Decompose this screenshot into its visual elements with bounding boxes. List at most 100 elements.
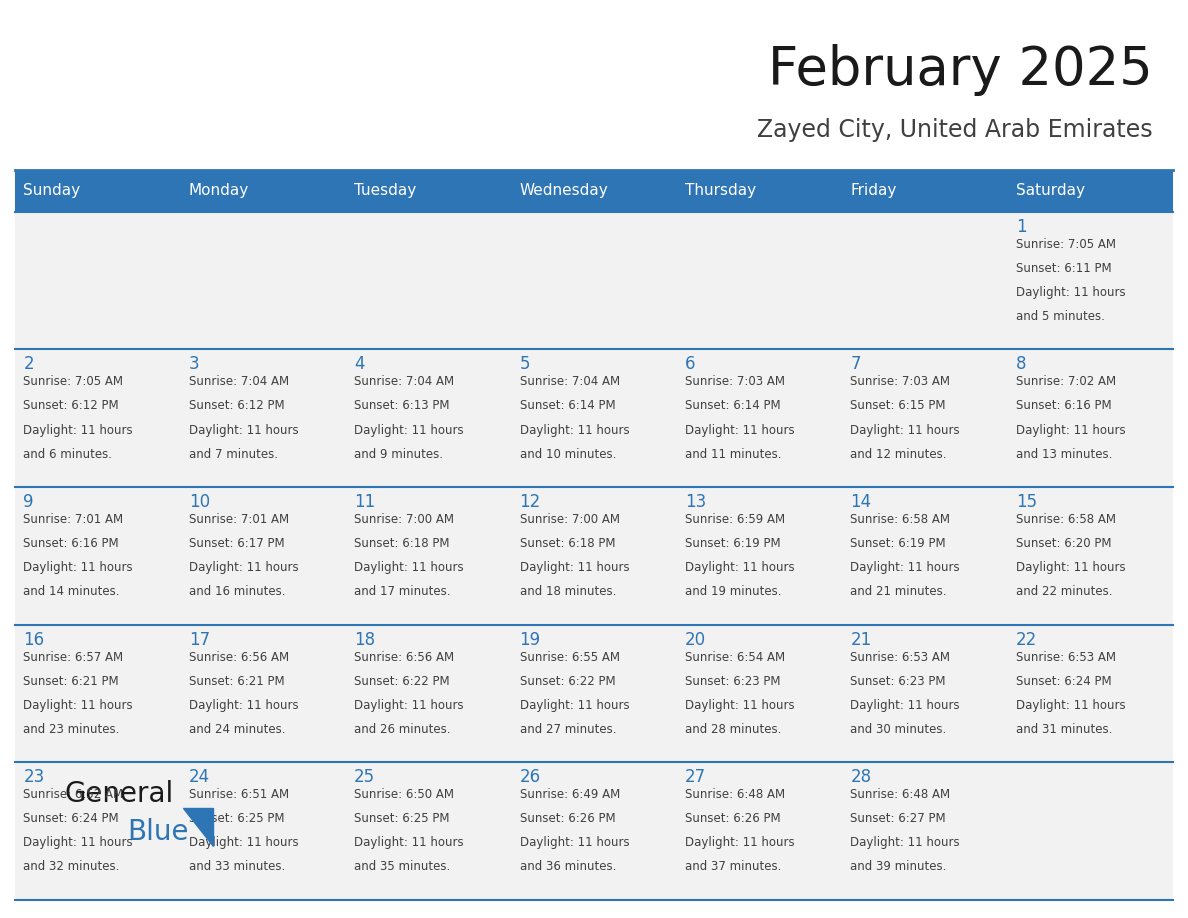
- Text: Sunrise: 7:00 AM: Sunrise: 7:00 AM: [519, 513, 620, 526]
- Text: Sunrise: 6:49 AM: Sunrise: 6:49 AM: [519, 788, 620, 801]
- Text: 5: 5: [519, 355, 530, 374]
- Text: 1: 1: [1016, 218, 1026, 236]
- Text: 13: 13: [685, 493, 706, 511]
- Bar: [15, 170, 181, 212]
- Text: and 11 minutes.: and 11 minutes.: [685, 448, 782, 461]
- Text: and 33 minutes.: and 33 minutes.: [189, 860, 285, 873]
- Bar: [15, 762, 1173, 900]
- Bar: [511, 170, 677, 212]
- Text: Monday: Monday: [189, 184, 249, 198]
- Text: February 2025: February 2025: [767, 44, 1152, 96]
- Text: and 21 minutes.: and 21 minutes.: [851, 585, 947, 599]
- Text: 4: 4: [354, 355, 365, 374]
- Text: Tuesday: Tuesday: [354, 184, 416, 198]
- Text: 3: 3: [189, 355, 200, 374]
- Text: Sunrise: 6:58 AM: Sunrise: 6:58 AM: [1016, 513, 1116, 526]
- Text: Sunrise: 7:00 AM: Sunrise: 7:00 AM: [354, 513, 454, 526]
- Text: Sunrise: 6:53 AM: Sunrise: 6:53 AM: [851, 651, 950, 664]
- Text: Sunrise: 6:51 AM: Sunrise: 6:51 AM: [189, 788, 289, 801]
- Text: Daylight: 11 hours: Daylight: 11 hours: [189, 423, 298, 437]
- Text: Sunset: 6:23 PM: Sunset: 6:23 PM: [851, 675, 946, 688]
- Text: Daylight: 11 hours: Daylight: 11 hours: [519, 423, 630, 437]
- Text: 23: 23: [24, 768, 44, 786]
- Text: Sunset: 6:12 PM: Sunset: 6:12 PM: [189, 399, 284, 412]
- Text: and 19 minutes.: and 19 minutes.: [685, 585, 782, 599]
- Text: 11: 11: [354, 493, 375, 511]
- Text: Daylight: 11 hours: Daylight: 11 hours: [685, 699, 795, 711]
- Text: and 7 minutes.: and 7 minutes.: [189, 448, 278, 461]
- Text: and 10 minutes.: and 10 minutes.: [519, 448, 615, 461]
- Text: Sunrise: 7:04 AM: Sunrise: 7:04 AM: [189, 375, 289, 388]
- Text: 20: 20: [685, 631, 706, 648]
- Text: and 6 minutes.: and 6 minutes.: [24, 448, 113, 461]
- Text: Sunset: 6:19 PM: Sunset: 6:19 PM: [851, 537, 946, 550]
- Text: 21: 21: [851, 631, 872, 648]
- Text: Sunrise: 6:56 AM: Sunrise: 6:56 AM: [189, 651, 289, 664]
- Text: Sunset: 6:19 PM: Sunset: 6:19 PM: [685, 537, 781, 550]
- Text: 25: 25: [354, 768, 375, 786]
- Text: and 36 minutes.: and 36 minutes.: [519, 860, 615, 873]
- Text: Daylight: 11 hours: Daylight: 11 hours: [1016, 699, 1125, 711]
- Text: 16: 16: [24, 631, 44, 648]
- Text: Daylight: 11 hours: Daylight: 11 hours: [354, 423, 463, 437]
- Text: and 14 minutes.: and 14 minutes.: [24, 585, 120, 599]
- Text: Sunrise: 6:57 AM: Sunrise: 6:57 AM: [24, 651, 124, 664]
- Text: Daylight: 11 hours: Daylight: 11 hours: [354, 561, 463, 574]
- Text: Sunrise: 6:59 AM: Sunrise: 6:59 AM: [685, 513, 785, 526]
- Text: Daylight: 11 hours: Daylight: 11 hours: [24, 699, 133, 711]
- Text: Sunset: 6:15 PM: Sunset: 6:15 PM: [851, 399, 946, 412]
- Bar: [346, 170, 511, 212]
- Bar: [15, 350, 1173, 487]
- Text: Daylight: 11 hours: Daylight: 11 hours: [189, 561, 298, 574]
- Text: and 35 minutes.: and 35 minutes.: [354, 860, 450, 873]
- Text: Sunrise: 7:01 AM: Sunrise: 7:01 AM: [189, 513, 289, 526]
- Text: Sunset: 6:25 PM: Sunset: 6:25 PM: [354, 812, 449, 825]
- Text: Sunset: 6:16 PM: Sunset: 6:16 PM: [24, 537, 119, 550]
- Text: Sunrise: 7:02 AM: Sunrise: 7:02 AM: [1016, 375, 1116, 388]
- Text: and 27 minutes.: and 27 minutes.: [519, 722, 617, 735]
- Text: Sunrise: 7:05 AM: Sunrise: 7:05 AM: [1016, 238, 1116, 251]
- Text: Daylight: 11 hours: Daylight: 11 hours: [685, 423, 795, 437]
- Text: Sunrise: 6:53 AM: Sunrise: 6:53 AM: [1016, 651, 1116, 664]
- Text: Daylight: 11 hours: Daylight: 11 hours: [189, 836, 298, 849]
- Text: Daylight: 11 hours: Daylight: 11 hours: [1016, 286, 1125, 299]
- Text: Daylight: 11 hours: Daylight: 11 hours: [24, 561, 133, 574]
- Text: and 13 minutes.: and 13 minutes.: [1016, 448, 1112, 461]
- Text: Daylight: 11 hours: Daylight: 11 hours: [189, 699, 298, 711]
- Text: 24: 24: [189, 768, 210, 786]
- Text: and 16 minutes.: and 16 minutes.: [189, 585, 285, 599]
- Text: Sunrise: 7:04 AM: Sunrise: 7:04 AM: [354, 375, 454, 388]
- Text: 12: 12: [519, 493, 541, 511]
- Bar: [15, 487, 1173, 624]
- Text: and 28 minutes.: and 28 minutes.: [685, 722, 782, 735]
- Bar: [842, 170, 1007, 212]
- Text: and 31 minutes.: and 31 minutes.: [1016, 722, 1112, 735]
- Bar: [15, 212, 1173, 350]
- Text: and 5 minutes.: and 5 minutes.: [1016, 310, 1105, 323]
- Text: 15: 15: [1016, 493, 1037, 511]
- Text: Sunrise: 6:55 AM: Sunrise: 6:55 AM: [519, 651, 620, 664]
- Text: Daylight: 11 hours: Daylight: 11 hours: [685, 836, 795, 849]
- Bar: [1007, 170, 1173, 212]
- Text: Daylight: 11 hours: Daylight: 11 hours: [354, 699, 463, 711]
- Text: Blue: Blue: [127, 818, 189, 846]
- Text: 7: 7: [851, 355, 861, 374]
- Text: and 17 minutes.: and 17 minutes.: [354, 585, 450, 599]
- Text: Daylight: 11 hours: Daylight: 11 hours: [24, 423, 133, 437]
- Text: and 22 minutes.: and 22 minutes.: [1016, 585, 1112, 599]
- Text: Sunrise: 7:04 AM: Sunrise: 7:04 AM: [519, 375, 620, 388]
- Text: General: General: [65, 780, 175, 808]
- Text: Sunset: 6:14 PM: Sunset: 6:14 PM: [519, 399, 615, 412]
- Text: and 26 minutes.: and 26 minutes.: [354, 722, 450, 735]
- Text: Sunset: 6:23 PM: Sunset: 6:23 PM: [685, 675, 781, 688]
- Text: Daylight: 11 hours: Daylight: 11 hours: [851, 423, 960, 437]
- Text: Saturday: Saturday: [1016, 184, 1085, 198]
- Text: Sunset: 6:20 PM: Sunset: 6:20 PM: [1016, 537, 1111, 550]
- Text: Sunset: 6:11 PM: Sunset: 6:11 PM: [1016, 262, 1112, 274]
- Text: Sunset: 6:12 PM: Sunset: 6:12 PM: [24, 399, 119, 412]
- Text: Sunset: 6:26 PM: Sunset: 6:26 PM: [519, 812, 615, 825]
- Text: Daylight: 11 hours: Daylight: 11 hours: [24, 836, 133, 849]
- Text: Sunset: 6:27 PM: Sunset: 6:27 PM: [851, 812, 946, 825]
- Text: 14: 14: [851, 493, 872, 511]
- Text: Sunrise: 6:52 AM: Sunrise: 6:52 AM: [24, 788, 124, 801]
